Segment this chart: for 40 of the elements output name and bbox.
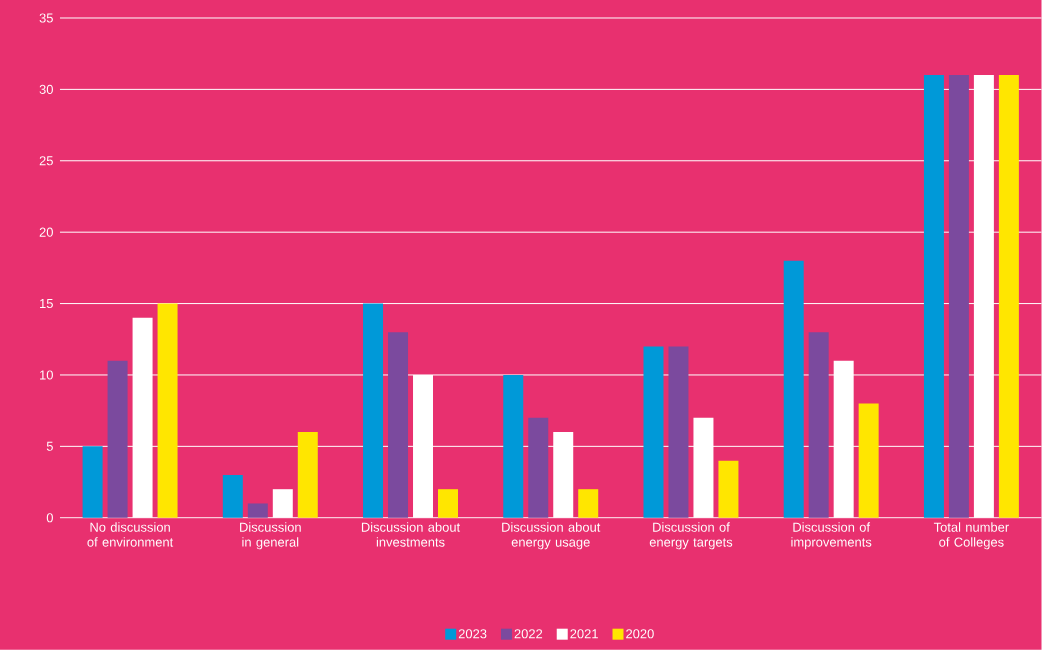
x-tick-label: No discussion of environment bbox=[87, 522, 174, 547]
bar bbox=[157, 303, 178, 518]
y-tick-label: 5 bbox=[46, 442, 53, 452]
y-tick-label: 35 bbox=[39, 13, 53, 23]
bar bbox=[438, 489, 458, 518]
x-tick-label: Total number of Colleges bbox=[933, 522, 1009, 550]
y-tick-label: 0 bbox=[46, 513, 53, 523]
bar bbox=[297, 432, 318, 518]
bar bbox=[643, 346, 664, 518]
bar bbox=[808, 332, 829, 518]
bar bbox=[858, 403, 879, 518]
legend-label: 2020 bbox=[626, 629, 654, 639]
x-tick-label: Discussion of improvements bbox=[791, 522, 872, 550]
y-tick-label: 15 bbox=[40, 299, 53, 309]
x-tick-label: Discussion in general bbox=[240, 522, 301, 550]
bar bbox=[503, 375, 524, 518]
bar bbox=[578, 489, 599, 518]
x-tick-label: Discussion of energy targets bbox=[649, 522, 733, 550]
bar bbox=[222, 475, 243, 518]
legend-label: 2022 bbox=[514, 629, 543, 639]
bar bbox=[528, 417, 549, 518]
bar bbox=[998, 75, 1019, 518]
bar bbox=[668, 346, 689, 518]
y-tick-label: 25 bbox=[39, 156, 53, 166]
y-tick-label: 10 bbox=[40, 370, 53, 380]
bar bbox=[388, 332, 409, 518]
legend-label: 2021 bbox=[570, 629, 598, 639]
legend-label: 2023 bbox=[458, 629, 487, 639]
bar bbox=[718, 460, 739, 518]
x-tick-label: Discussion about energy usage bbox=[502, 522, 601, 550]
bar bbox=[363, 303, 384, 518]
bar bbox=[923, 75, 944, 518]
bar bbox=[783, 260, 804, 518]
x-tick-label: Discussion about investments bbox=[361, 522, 461, 547]
bar bbox=[948, 75, 969, 518]
bar bbox=[247, 503, 268, 518]
bar bbox=[107, 360, 128, 518]
bar bbox=[82, 446, 103, 518]
y-tick-label: 20 bbox=[39, 227, 53, 237]
y-tick-label: 30 bbox=[39, 84, 53, 95]
